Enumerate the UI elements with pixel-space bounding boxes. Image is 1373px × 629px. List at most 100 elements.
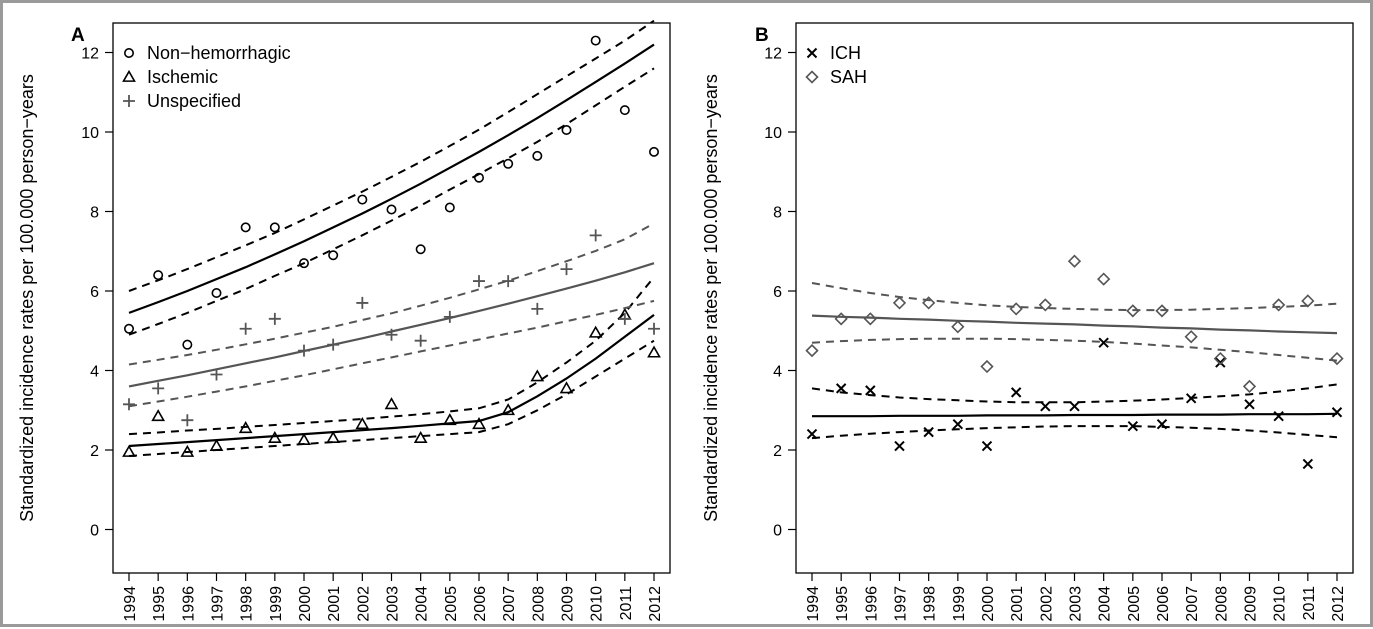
data-point: [1242, 379, 1257, 394]
data-point: [1215, 357, 1226, 368]
data-point: [414, 334, 427, 347]
x-tick-label: 2009: [1243, 586, 1260, 622]
data-point: [1244, 399, 1255, 410]
data-point: [1272, 298, 1286, 312]
data-point: [209, 438, 224, 451]
data-point: [413, 430, 428, 444]
data-point: [806, 428, 818, 440]
y-tick-label: 12: [764, 46, 782, 63]
y-axis-label: Standardized incidence rates per 100.000…: [701, 74, 721, 522]
legend-marker: [806, 47, 818, 59]
figure-svg: A 0 2 4 6 8 10 12 Standardized incidence rates p…: [17, 19, 1354, 622]
x-tick-label: 2006: [472, 586, 489, 622]
data-point: [951, 320, 965, 334]
x-tick-label: 1997: [893, 586, 910, 622]
data-point: [530, 369, 545, 382]
data-point: [124, 323, 135, 334]
data-point: [326, 430, 341, 444]
legend-label: SAH: [830, 67, 867, 87]
data-point: [153, 270, 164, 281]
data-point: [1040, 401, 1051, 412]
data-point: [151, 409, 166, 422]
y-tick-label: 10: [81, 125, 99, 142]
x-tick-label: 2008: [1213, 586, 1230, 622]
y-tick-label: 12: [81, 46, 99, 63]
x-tick-label: 1995: [834, 586, 851, 622]
data-point: [210, 368, 223, 381]
data-point: [327, 338, 340, 351]
data-point: [863, 312, 877, 326]
data-point: [1156, 418, 1168, 430]
legend-marker: [805, 70, 819, 84]
data-point: [473, 172, 484, 183]
x-tick-label: 1999: [951, 586, 968, 622]
x-tick-label: 2000: [297, 586, 314, 622]
data-point: [1213, 351, 1227, 366]
data-point: [531, 302, 544, 315]
x-tick-label: 2005: [443, 586, 460, 622]
x-tick-label: 2009: [560, 586, 577, 622]
data-point: [618, 312, 631, 325]
data-point: [123, 398, 135, 411]
legend-marker: [123, 95, 135, 107]
data-point: [532, 150, 543, 161]
y-tick-label: 0: [90, 523, 99, 540]
data-point: [560, 263, 573, 276]
plot-box: [795, 22, 1354, 574]
x-tick-label: 2010: [1272, 586, 1289, 622]
data-point: [1185, 393, 1197, 404]
ci-upper-line: [811, 282, 1338, 312]
x-tick-label: 2002: [1038, 586, 1055, 622]
data-point: [589, 229, 602, 242]
data-point: [267, 430, 282, 444]
data-point: [588, 325, 603, 338]
y-tick-label: 2: [90, 443, 99, 460]
y-tick-label: 6: [90, 284, 99, 301]
data-point: [1302, 458, 1314, 470]
data-point: [182, 339, 193, 350]
x-tick-label: 1996: [863, 586, 880, 622]
legend-label: ICH: [830, 43, 861, 63]
ci-lower-line: [128, 67, 655, 336]
legend-label: Ischemic: [147, 67, 218, 87]
data-point: [328, 250, 339, 261]
data-point: [298, 344, 310, 357]
data-point: [1184, 330, 1198, 344]
fit-line: [128, 43, 655, 314]
ci-upper-line: [128, 222, 655, 366]
data-point: [1067, 254, 1082, 268]
data-point: [1097, 272, 1111, 286]
data-point: [356, 296, 369, 309]
y-tick-label: 6: [773, 284, 782, 301]
data-point: [923, 426, 934, 438]
data-point: [443, 310, 456, 323]
x-tick-label: 2005: [1126, 586, 1143, 622]
data-point: [181, 414, 194, 427]
data-point: [1069, 401, 1080, 412]
data-point: [415, 244, 426, 255]
x-tick-label: 2001: [326, 586, 343, 622]
data-point: [559, 381, 574, 394]
y-tick-label: 0: [773, 523, 782, 540]
panel-b: B 0 2 4 6 8 10 12 Standardized incidence rates p…: [701, 22, 1354, 622]
x-tick-label: 1996: [180, 586, 197, 622]
x-tick-label: 2006: [1155, 586, 1172, 622]
x-tick-label: 2001: [1009, 586, 1026, 622]
x-tick-label: 2000: [980, 586, 997, 622]
data-point: [835, 383, 847, 394]
data-point: [152, 382, 165, 395]
x-tick-label: 1994: [122, 586, 139, 622]
data-point: [357, 194, 368, 205]
data-point: [386, 204, 397, 215]
data-point: [1127, 420, 1139, 432]
data-point: [444, 202, 455, 213]
x-tick-label: 2012: [1330, 586, 1347, 622]
y-tick-label: 8: [773, 205, 782, 222]
data-point: [1009, 302, 1023, 316]
panel-letter: A: [71, 25, 85, 46]
data-point: [355, 417, 370, 430]
data-point: [952, 418, 964, 430]
data-point: [385, 328, 398, 341]
ci-upper-line: [128, 276, 655, 436]
